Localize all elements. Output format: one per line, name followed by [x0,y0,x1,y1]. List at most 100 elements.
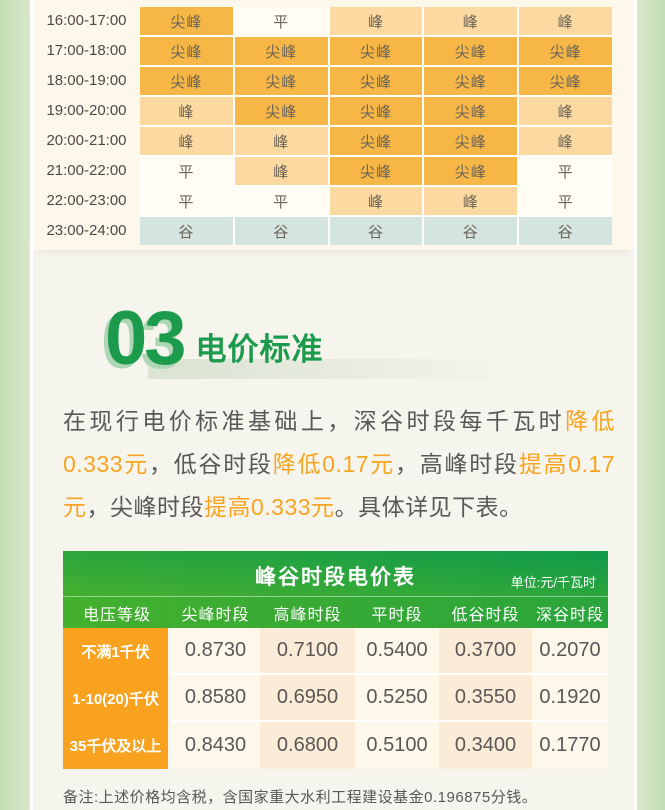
time-label: 18:00-19:00 [46,72,127,89]
period-cell-flat: 平 [140,157,233,185]
column-header: 低谷时段 [451,606,520,624]
content-column: 16:00-17:00 17:00-18:00 18:00-19:00 19:00-2… [30,0,637,810]
price-table-header: 电压等级 尖峰时段 高峰时段 平时段 低谷时段 深谷时段 [63,596,608,628]
period-cell-peak: 峰 [329,7,423,35]
period-cell-sharp: 尖峰 [234,67,328,95]
voltage-level-label: 不满1千伏 [81,644,150,661]
column-header: 平时段 [371,606,423,624]
time-label: 16:00-17:00 [46,12,127,29]
period-cell-sharp: 尖峰 [329,157,423,185]
time-label: 22:00-23:00 [46,192,127,209]
column-header: 高峰时段 [273,606,342,624]
section-title: 电价标准 [195,331,324,367]
left-green-strip [0,0,30,810]
period-cell-flat: 平 [234,7,328,35]
price-cell: 0.8580 [171,675,260,720]
period-cell-valley: 谷 [519,217,612,245]
section-heading: 03 电价标准 [73,296,634,381]
period-cell-sharp: 尖峰 [140,67,233,95]
time-label: 20:00-21:00 [46,132,127,149]
highlighted-text: 降低0.333元 [63,408,616,477]
schedule-table-body: 尖峰平峰峰峰尖峰 尖峰 尖峰 尖峰 尖峰 尖峰 尖峰 尖峰 尖峰 尖峰峰尖峰 尖峰 尖峰峰峰峰尖峰 尖峰… [140,7,612,245]
plain-text: 在现行电价标准基础上，深谷时段每千瓦时 [63,408,566,434]
schedule-time-column: 16:00-17:00 17:00-18:00 18:00-19:00 19:00-2… [33,7,140,245]
column-header: 深谷时段 [535,606,604,624]
price-cell: 0.8730 [171,628,260,673]
plain-text: 。具体详见下表。 [334,494,523,520]
column-header: 尖峰时段 [181,606,250,624]
heading-accent-strip [148,359,513,379]
period-cell-peak: 峰 [234,157,328,185]
period-cell-peak: 峰 [329,187,423,215]
price-cell: 0.5250 [355,675,439,720]
period-cell-sharp: 尖峰 [234,97,328,125]
period-cell-sharp: 尖峰 [519,37,612,65]
price-cell: 0.3550 [439,675,532,720]
price-table-data: 0.8730 0.7100 0.5400 0.3700 0.2070 0.8580 0.69… [171,628,608,769]
price-cell: 0.3400 [439,722,532,769]
column-header: 电压等级 [82,606,151,624]
price-cell: 0.8430 [171,722,260,769]
right-green-strip [637,0,665,810]
price-row: 0.8730 0.7100 0.5400 0.3700 0.2070 [171,628,608,675]
period-cell-peak: 峰 [424,7,518,35]
period-cell-peak: 峰 [424,187,518,215]
price-cell: 0.1770 [532,722,608,769]
period-cell-sharp: 尖峰 [424,157,518,185]
period-cell-peak: 峰 [519,7,612,35]
time-label: 23:00-24:00 [46,222,127,239]
time-label: 21:00-22:00 [46,162,127,179]
voltage-level-label: 1-10(20)千伏 [72,691,159,708]
period-cell-valley: 谷 [424,217,518,245]
price-cell: 0.7100 [260,628,355,673]
price-row: 0.8430 0.6800 0.5100 0.3400 0.1770 [171,722,608,769]
period-cell-peak: 峰 [519,127,612,155]
highlighted-text: 降低0.17元 [272,451,396,477]
period-cell-sharp: 尖峰 [424,67,518,95]
plain-text: ，尖峰时段 [86,494,204,520]
period-cell-flat: 平 [519,187,612,215]
footnote: 备注:上述价格均含税，含国家重大水利工程建设基金0.196875分钱。 [63,789,538,806]
period-cell-sharp: 尖峰 [329,127,423,155]
section-number: 03 [105,296,187,381]
price-table-title-bar: 峰谷时段电价表 单位:元/千瓦时 [63,551,608,596]
price-cell: 0.2070 [532,628,608,673]
price-cell: 0.5400 [355,628,439,673]
period-cell-sharp: 尖峰 [140,7,233,35]
schedule-table: 16:00-17:00 17:00-18:00 18:00-19:00 19:00-2… [33,7,634,245]
period-cell-sharp: 尖峰 [424,37,518,65]
period-cell-sharp: 尖峰 [424,97,518,125]
period-cell-flat: 平 [234,187,328,215]
period-cell-valley: 谷 [234,217,328,245]
period-cell-peak: 峰 [234,127,328,155]
plain-text: ，低谷时段 [149,451,273,477]
price-cell: 0.5100 [355,722,439,769]
period-cell-valley: 谷 [140,217,233,245]
period-cell-sharp: 尖峰 [519,67,612,95]
period-cell-peak: 峰 [140,127,233,155]
period-cell-sharp: 尖峰 [329,97,423,125]
period-cell-peak: 峰 [140,97,233,125]
period-cell-sharp: 尖峰 [140,37,233,65]
highlighted-text: 提高0.333元 [204,494,335,520]
price-table: 峰谷时段电价表 单位:元/千瓦时 电压等级 尖峰时段 高峰时段 平时段 低谷时段 深谷时段… [63,551,608,769]
price-cell: 0.6950 [260,675,355,720]
plain-text: ，高峰时段 [395,451,519,477]
period-cell-peak: 峰 [519,97,612,125]
period-cell-sharp: 尖峰 [424,127,518,155]
body-paragraph: 在现行电价标准基础上，深谷时段每千瓦时降低0.333元，低谷时段降低0.17元，… [63,400,615,529]
time-label: 19:00-20:00 [46,102,127,119]
price-table-title: 峰谷时段电价表 [255,566,416,589]
price-table-body: 不满1千伏 1-10(20)千伏 35千伏及以上 0.8730 0.7100 0.540… [63,628,608,769]
highlighted-text: 提高0.17元 [63,451,616,520]
period-cell-flat: 平 [519,157,612,185]
period-cell-sharp: 尖峰 [329,37,423,65]
period-cell-sharp: 尖峰 [329,67,423,95]
schedule-table-card: 16:00-17:00 17:00-18:00 18:00-19:00 19:00-2… [33,0,634,250]
price-cell: 0.3700 [439,628,532,673]
period-cell-sharp: 尖峰 [234,37,328,65]
period-cell-valley: 谷 [329,217,423,245]
price-cell: 0.1920 [532,675,608,720]
price-table-unit: 单位:元/千瓦时 [510,575,596,590]
